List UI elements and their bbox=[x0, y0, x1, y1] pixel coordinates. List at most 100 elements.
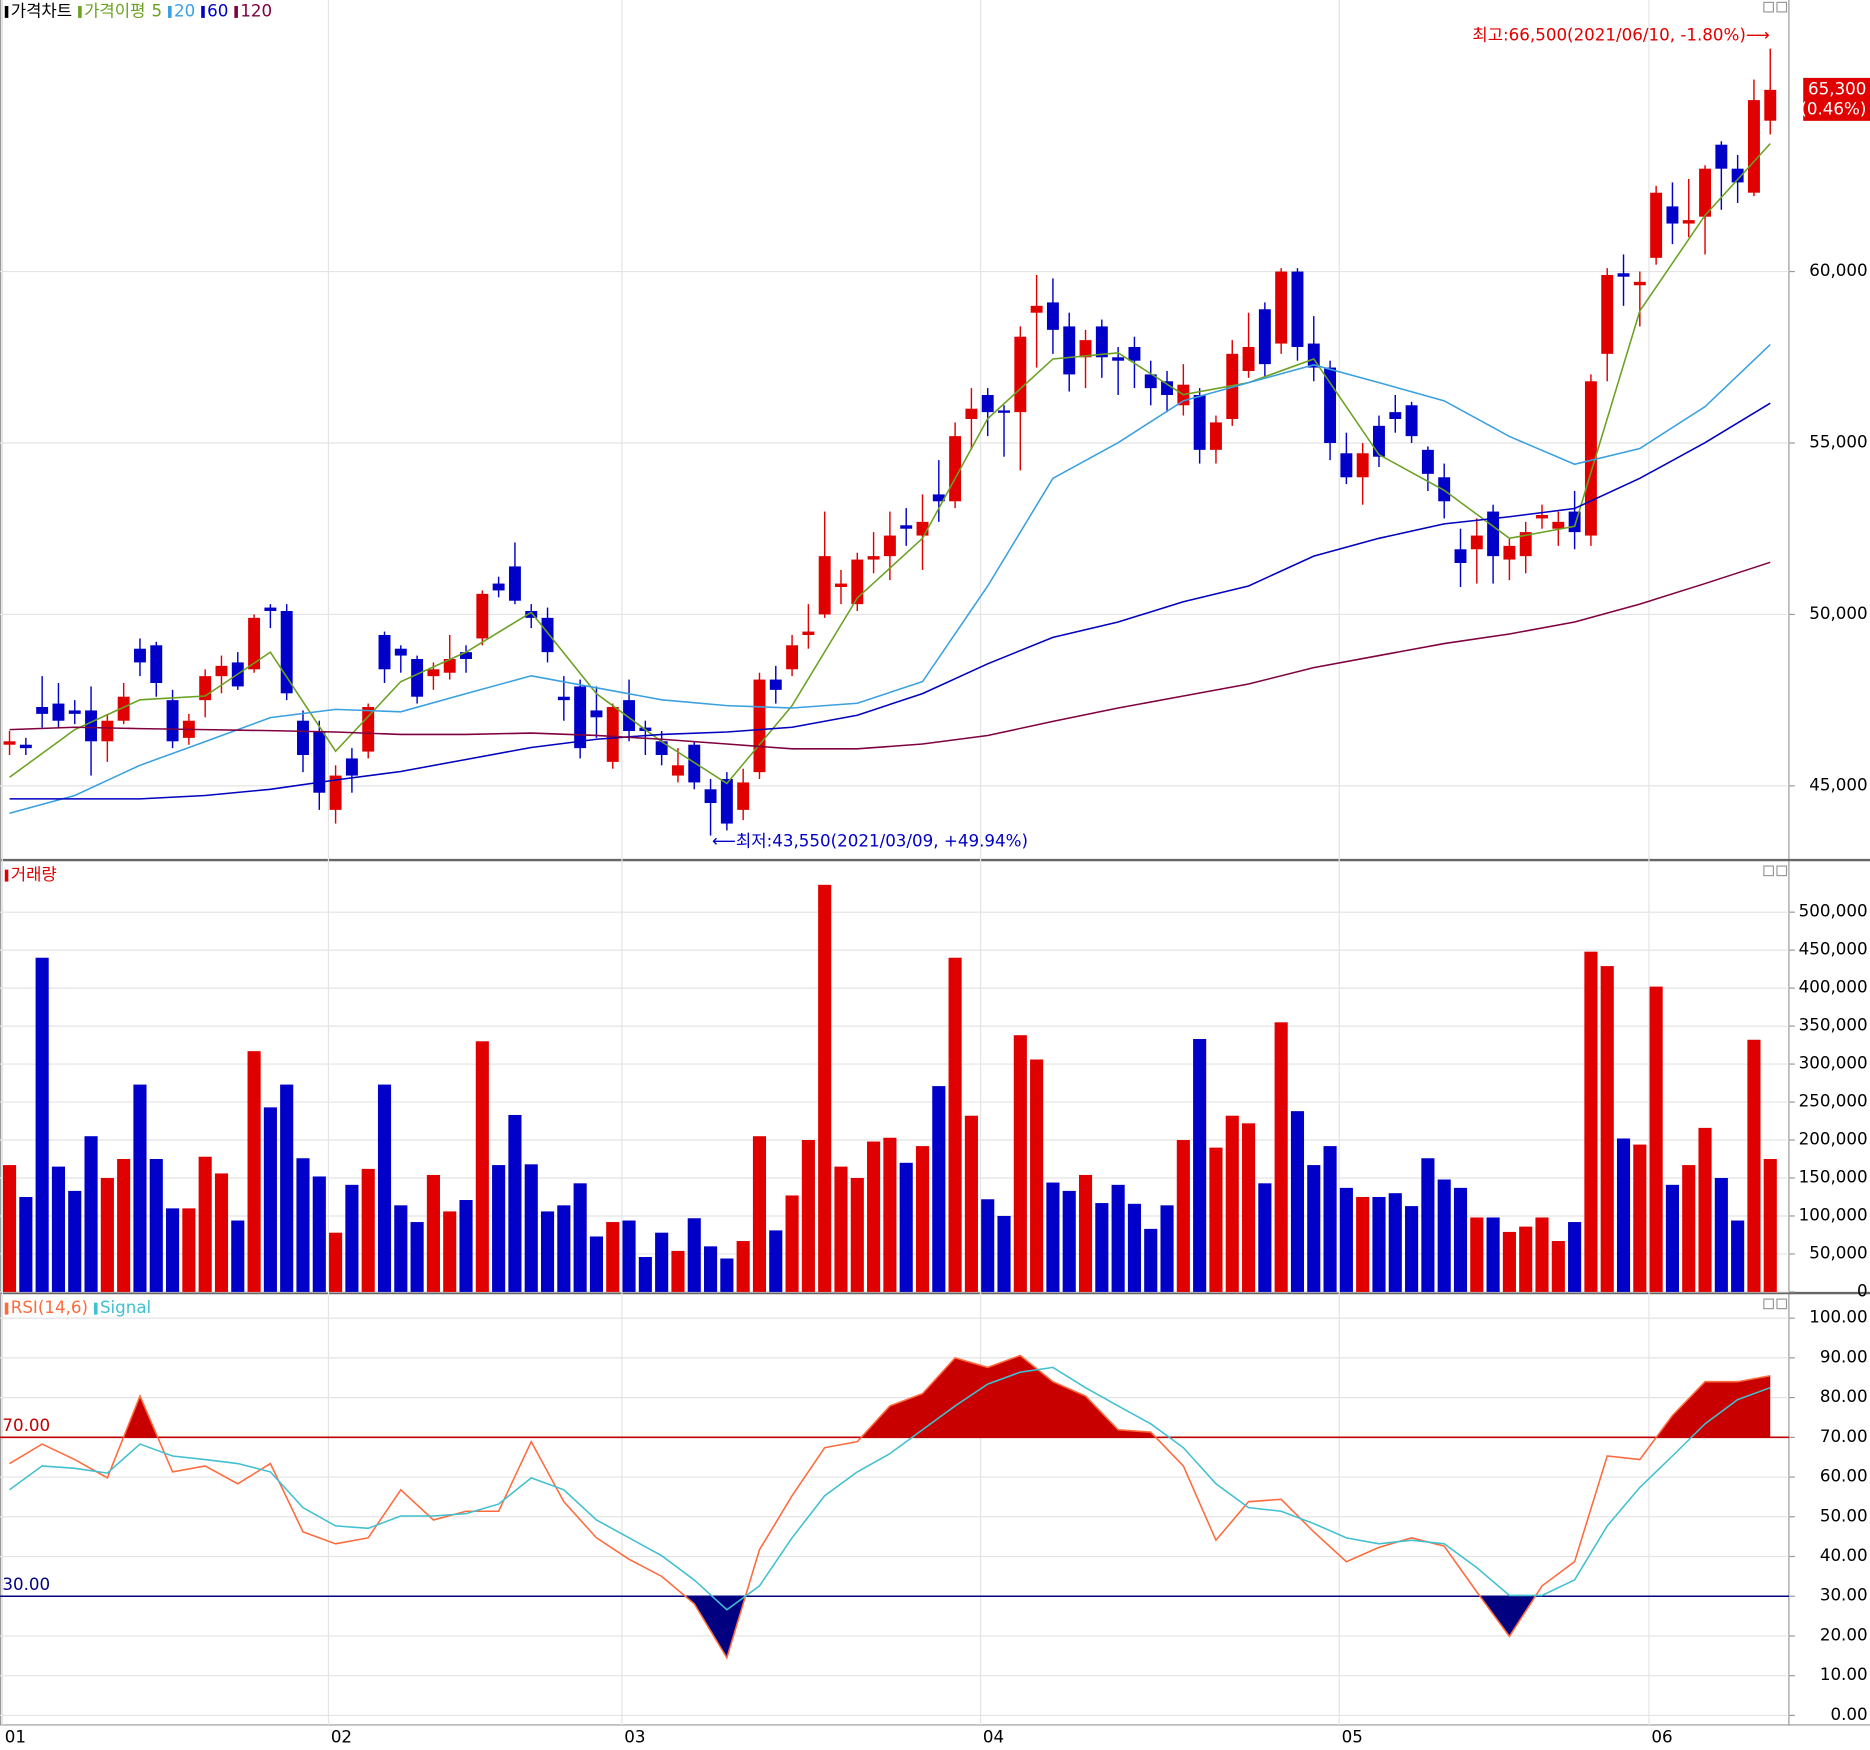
candle-body bbox=[753, 679, 766, 773]
candle-body bbox=[1438, 477, 1451, 502]
volume-bar bbox=[19, 1196, 33, 1292]
button[interactable] bbox=[1763, 1, 1774, 13]
volume-bar bbox=[1421, 1158, 1435, 1292]
volume-bar bbox=[1519, 1226, 1533, 1292]
candle-body bbox=[117, 696, 130, 721]
legend-label: Signal bbox=[100, 1298, 151, 1317]
volume-bar bbox=[1665, 1184, 1679, 1292]
y-tick-label: 100.00 bbox=[1809, 1308, 1867, 1327]
button[interactable] bbox=[1763, 865, 1774, 877]
panel-buttons bbox=[1763, 1, 1788, 1310]
y-tick-label: 250,000 bbox=[1799, 1092, 1868, 1111]
volume-bar bbox=[1160, 1205, 1174, 1292]
candle-body bbox=[1307, 343, 1320, 368]
candle-body bbox=[1421, 449, 1434, 474]
candle-body bbox=[297, 720, 309, 756]
candle-body bbox=[818, 556, 831, 615]
candle-body bbox=[362, 707, 375, 752]
candle-body bbox=[508, 566, 521, 601]
candle-body bbox=[1275, 271, 1288, 344]
candle-body bbox=[1584, 381, 1597, 536]
candle-body bbox=[345, 758, 358, 776]
volume-bar bbox=[606, 1222, 620, 1292]
y-tick-label: 90.00 bbox=[1820, 1347, 1868, 1366]
volume-bar bbox=[1600, 966, 1614, 1292]
volume-bar bbox=[801, 1140, 815, 1292]
legend-label: RSI(14,6) bbox=[11, 1298, 88, 1317]
candle-body bbox=[1470, 535, 1483, 550]
candle-body bbox=[1568, 511, 1581, 533]
volume-bar bbox=[492, 1165, 506, 1292]
y-tick-label: 100,000 bbox=[1799, 1205, 1868, 1224]
last-price-label: 65,300 bbox=[1808, 79, 1866, 98]
line bbox=[9, 561, 1771, 750]
volume-bar bbox=[296, 1158, 310, 1292]
candle-body bbox=[623, 700, 636, 732]
volume-bar bbox=[687, 1218, 701, 1292]
legend-marker bbox=[201, 5, 205, 18]
volume-bar bbox=[704, 1246, 718, 1292]
candle-body bbox=[85, 710, 98, 742]
volume-bar bbox=[51, 1166, 66, 1292]
volume-bar bbox=[785, 1195, 799, 1292]
volume-bar bbox=[540, 1211, 555, 1292]
y-tick-label: 60.00 bbox=[1820, 1467, 1868, 1486]
volume-bar bbox=[1356, 1196, 1370, 1292]
high-annotation: 최고:66,500(2021/06/10, -1.80%)⟶ bbox=[1472, 25, 1770, 44]
candle-body bbox=[215, 665, 228, 677]
line bbox=[9, 143, 1771, 785]
legend-label: 가격이평 bbox=[84, 1, 145, 20]
candle-body bbox=[851, 559, 864, 605]
volume-bar bbox=[1176, 1140, 1190, 1292]
volume-bar bbox=[1144, 1228, 1158, 1292]
candle-body bbox=[427, 669, 440, 677]
candle-body bbox=[313, 731, 326, 793]
low-annotation: ⟵최저:43,550(2021/03/09, +49.94%) bbox=[712, 832, 1028, 851]
candle-body bbox=[378, 634, 391, 670]
volume-bar bbox=[1649, 986, 1663, 1292]
volume-bar bbox=[964, 1115, 978, 1292]
candle-body bbox=[150, 645, 163, 684]
volume-bar bbox=[1388, 1193, 1402, 1292]
volume-bar bbox=[1193, 1039, 1207, 1292]
button[interactable] bbox=[1763, 1298, 1774, 1310]
candle-body bbox=[166, 700, 179, 742]
candle-body bbox=[1063, 326, 1076, 375]
volume-bar bbox=[100, 1177, 114, 1292]
candle-body bbox=[541, 617, 554, 653]
volume-bar bbox=[214, 1173, 229, 1292]
legend-label: 20 bbox=[174, 1, 195, 20]
volume-bar bbox=[1568, 1222, 1582, 1292]
candle-body bbox=[1209, 422, 1222, 450]
volume-bar bbox=[981, 1199, 995, 1292]
button[interactable] bbox=[1776, 1, 1788, 13]
volume-bar bbox=[1258, 1183, 1272, 1292]
candle-body bbox=[1454, 549, 1467, 563]
candle-body bbox=[900, 525, 913, 529]
volume-bar bbox=[345, 1184, 359, 1292]
candle-body bbox=[1291, 271, 1304, 347]
volume-bar bbox=[1470, 1217, 1484, 1292]
button[interactable] bbox=[1776, 865, 1788, 877]
x-tick-label: 06 bbox=[1651, 1728, 1672, 1747]
volume-bar bbox=[720, 1258, 734, 1292]
button[interactable] bbox=[1776, 1298, 1788, 1310]
y-tick-label: 200,000 bbox=[1799, 1130, 1868, 1149]
candle-body bbox=[998, 410, 1010, 413]
candle-body bbox=[1242, 346, 1255, 371]
volume-bar bbox=[1616, 1138, 1631, 1292]
x-tick-label: 02 bbox=[331, 1728, 352, 1747]
last-price-box bbox=[1803, 77, 1870, 121]
y-tick-label: 0 bbox=[1857, 1281, 1868, 1300]
y-tick-label: 70.00 bbox=[1820, 1427, 1868, 1446]
volume-bar bbox=[1633, 1144, 1647, 1292]
candle-body bbox=[1014, 336, 1027, 413]
volume-bar bbox=[35, 957, 49, 1292]
volume-bar bbox=[1225, 1115, 1239, 1292]
legend-label: 120 bbox=[240, 1, 272, 20]
y-tick-label: 350,000 bbox=[1799, 1016, 1868, 1035]
volume-bar bbox=[1127, 1203, 1141, 1292]
candle-body bbox=[460, 652, 472, 660]
candle-body bbox=[916, 521, 929, 536]
volume-bar bbox=[1682, 1165, 1696, 1292]
